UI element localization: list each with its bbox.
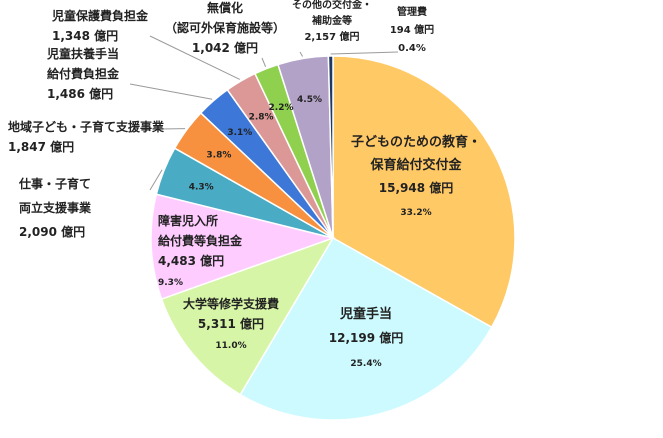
slice-10-leader-line	[300, 52, 303, 57]
slice-6-value-label: 1,847 億円	[8, 139, 74, 154]
slice-11-value-label: 194 億円	[390, 23, 434, 36]
slice-1-value-label: 15,948 億円	[379, 180, 454, 195]
slice-9-name-label: 無償化	[207, 0, 243, 15]
slice-3-value-label: 5,311 億円	[198, 316, 264, 331]
slice-3-name-label: 大学等修学支援費	[183, 296, 279, 311]
slice-11-name-label: 管理費	[397, 5, 427, 18]
slice-10-name-label: その他の交付金・	[292, 0, 372, 11]
slice-1-name-label: 子どものための教育・	[351, 134, 481, 150]
slice-4-name-label: 障害児入所	[158, 213, 218, 228]
slice-6-name-label: 地域子ども・子育て支援事業	[8, 119, 165, 134]
slice-2-value-label: 12,199 億円	[329, 330, 404, 345]
slice-2-name-label: 児童手当	[339, 306, 392, 322]
slice-9-name-label: （認可外保育施設等）	[165, 20, 285, 35]
slice-10-value-label: 2,157 億円	[304, 30, 359, 43]
slice-11-leader-line	[331, 52, 398, 54]
slice-10-name-label: 補助金等	[311, 14, 352, 27]
slice-6-percent-label: 3.8%	[206, 151, 231, 161]
slice-8-name-label: 児童保護費負担金	[51, 8, 149, 23]
slice-9-leader-line	[262, 58, 266, 67]
slice-5-percent-label: 4.3%	[189, 182, 214, 192]
slice-4-percent-label: 9.3%	[158, 278, 183, 288]
slice-7-name-label: 児童扶養手当	[46, 46, 119, 61]
slice-7-leader-line	[130, 84, 212, 99]
slice-4-name-label: 給付費等負担金	[158, 233, 243, 248]
slice-7-value-label: 1,486 億円	[47, 86, 113, 101]
slice-5-value-label: 2,090 億円	[19, 224, 85, 239]
slice-2-percent-label: 25.4%	[350, 359, 381, 369]
slice-7-percent-label: 3.1%	[227, 128, 252, 138]
slice-8-value-label: 1,348 億円	[52, 28, 118, 43]
slice-9-percent-label: 2.2%	[269, 103, 294, 113]
slice-5-name-label: 両立支援事業	[19, 200, 92, 215]
slice-11-percent-label: 0.4%	[398, 43, 426, 54]
slice-3-percent-label: 11.0%	[215, 341, 246, 351]
slice-1-name-label: 保育給付交付金	[369, 157, 462, 173]
slice-4-value-label: 4,483 億円	[158, 253, 224, 268]
slice-10-percent-label: 4.5%	[297, 95, 322, 105]
slice-9-value-label: 1,042 億円	[192, 40, 258, 55]
slice-1-percent-label: 33.2%	[400, 208, 431, 218]
slice-5-name-label: 仕事・子育て	[18, 176, 91, 191]
slice-7-name-label: 給付費負担金	[47, 66, 120, 81]
slice-8-percent-label: 2.8%	[249, 113, 274, 123]
